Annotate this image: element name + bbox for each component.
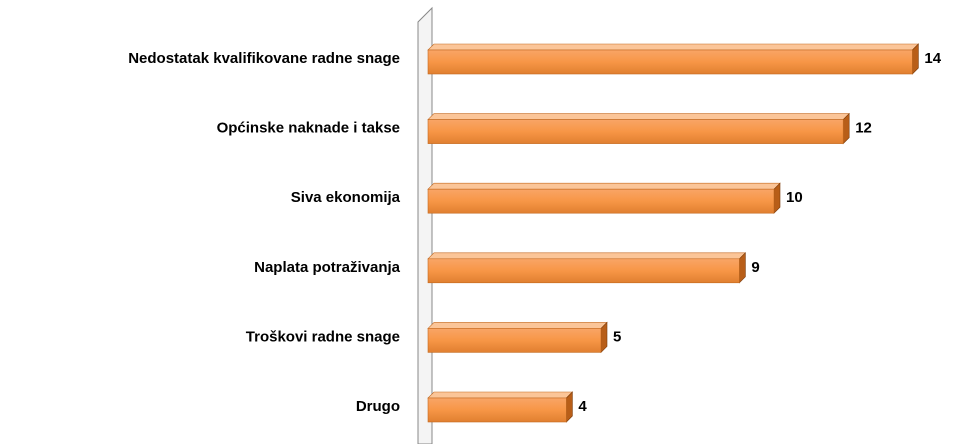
bar xyxy=(427,112,850,145)
value-label: 5 xyxy=(613,328,621,345)
value-label: 14 xyxy=(924,50,941,67)
value-label: 10 xyxy=(786,189,803,206)
bar xyxy=(427,391,574,423)
bar-top xyxy=(427,113,850,120)
bar xyxy=(427,182,781,214)
value-label: 4 xyxy=(578,398,587,415)
category-label: Općinske naknade i takse xyxy=(217,120,400,137)
bar xyxy=(427,43,920,75)
bar-top xyxy=(427,322,608,329)
category-label: Troškovi radne snage xyxy=(246,328,400,345)
bar-top xyxy=(427,182,781,190)
category-label: Drugo xyxy=(356,398,400,415)
bar-front xyxy=(427,397,567,423)
bar-front xyxy=(427,328,602,353)
bar-front xyxy=(427,49,913,75)
value-label: 12 xyxy=(855,120,872,137)
bar-front xyxy=(427,188,775,214)
bar-top xyxy=(427,43,920,51)
category-label: Siva ekonomija xyxy=(291,189,401,206)
bar-front xyxy=(427,119,844,144)
bar-top xyxy=(427,252,747,260)
bar xyxy=(427,252,747,284)
category-label: Naplata potraživanja xyxy=(254,259,401,276)
bar-top xyxy=(427,391,574,399)
bar-front xyxy=(427,258,740,284)
bar xyxy=(427,321,608,354)
category-label: Nedostatak kvalifikovane radne snage xyxy=(128,50,400,67)
value-label: 9 xyxy=(751,259,759,276)
